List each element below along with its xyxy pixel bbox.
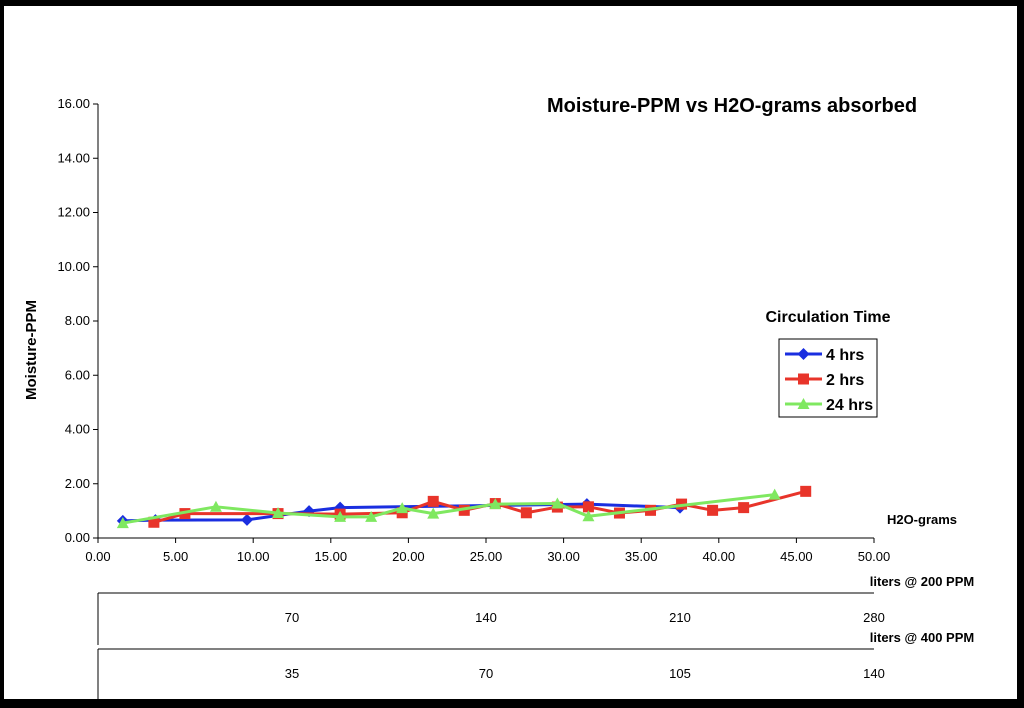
legend: Circulation Time 4 hrs 2 hrs 24 hrs [765, 309, 891, 418]
legend-item: 24 hrs [785, 397, 873, 414]
data-point [520, 507, 532, 519]
data-point [427, 507, 440, 519]
x-tick-label: 40.00 [703, 549, 736, 564]
secondary-axis-label: liters @ 400 PPM [870, 630, 974, 645]
secondary-tick-label: 35 [285, 666, 299, 681]
x-tick-label: 15.00 [315, 549, 348, 564]
secondary-axis-label: liters @ 200 PPM [870, 574, 974, 589]
x-tick-label: 10.00 [237, 549, 270, 564]
data-point [427, 495, 439, 507]
data-point [272, 507, 285, 519]
series-24-hrs [116, 488, 781, 529]
legend-swatch-marker [798, 373, 809, 385]
secondary-tick-label: 70 [479, 666, 493, 681]
x-tick-label: 5.00 [163, 549, 188, 564]
y-tick-label: 8.00 [65, 313, 90, 328]
secondary-tick-label: 140 [863, 666, 885, 681]
x-tick-label: 20.00 [392, 549, 425, 564]
data-point [148, 516, 160, 528]
legend-label: 4 hrs [826, 347, 864, 364]
x-tick-label: 30.00 [547, 549, 580, 564]
legend-swatch-marker [797, 348, 810, 360]
x-tick-label: 50.00 [858, 549, 891, 564]
data-point [365, 510, 378, 522]
data-point [489, 498, 502, 510]
secondary-tick-label: 280 [863, 610, 885, 625]
data-point [768, 488, 781, 500]
data-point [800, 485, 812, 497]
data-point [582, 501, 594, 513]
data-point [551, 497, 564, 509]
y-tick-label: 6.00 [65, 367, 90, 382]
secondary-tick-label: 105 [669, 666, 691, 681]
secondary-axis-1: liters @ 200 PPM 70 140 210 280 [97, 574, 974, 645]
data-point [738, 502, 750, 514]
data-point [582, 510, 595, 522]
data-point [334, 510, 347, 522]
data-point [116, 517, 129, 529]
legend-item: 4 hrs [785, 347, 864, 364]
chart-svg: 0.00 2.00 4.00 6.00 8.00 10.00 12.00 14.00 16.00… [23, 95, 974, 699]
y-tick-label: 14.00 [57, 150, 90, 165]
data-point [240, 513, 253, 526]
y-tick-label: 4.00 [65, 422, 90, 437]
secondary-axis-2: liters @ 400 PPM 35 70 105 140 [97, 630, 974, 699]
legend-title: Circulation Time [765, 309, 890, 326]
legend-item: 2 hrs [785, 372, 864, 389]
x-tick-label: 45.00 [780, 549, 813, 564]
y-tick-label: 12.00 [57, 205, 90, 220]
y-tick-label: 0.00 [65, 530, 90, 545]
y-tick-label: 16.00 [57, 96, 90, 111]
chart-frame: 0.00 2.00 4.00 6.00 8.00 10.00 12.00 14.00 16.00… [4, 6, 1017, 699]
data-point [707, 504, 719, 516]
x-tick-label: 0.00 [85, 549, 110, 564]
y-tick-label: 2.00 [65, 476, 90, 491]
x-tick-label: 35.00 [625, 549, 658, 564]
y-tick-label: 10.00 [57, 259, 90, 274]
legend-label: 24 hrs [826, 397, 873, 414]
x-axis-label: H2O-grams [887, 512, 957, 527]
x-tick-label: 25.00 [470, 549, 503, 564]
secondary-tick-label: 70 [285, 610, 299, 625]
y-axis-label: Moisture-PPM [23, 300, 40, 400]
data-point [209, 500, 222, 512]
secondary-tick-label: 210 [669, 610, 691, 625]
legend-label: 2 hrs [826, 372, 864, 389]
data-point [396, 502, 409, 514]
secondary-tick-label: 140 [475, 610, 497, 625]
chart-title: Moisture-PPM vs H2O-grams absorbed [547, 95, 917, 117]
legend-swatch-marker [797, 398, 810, 409]
